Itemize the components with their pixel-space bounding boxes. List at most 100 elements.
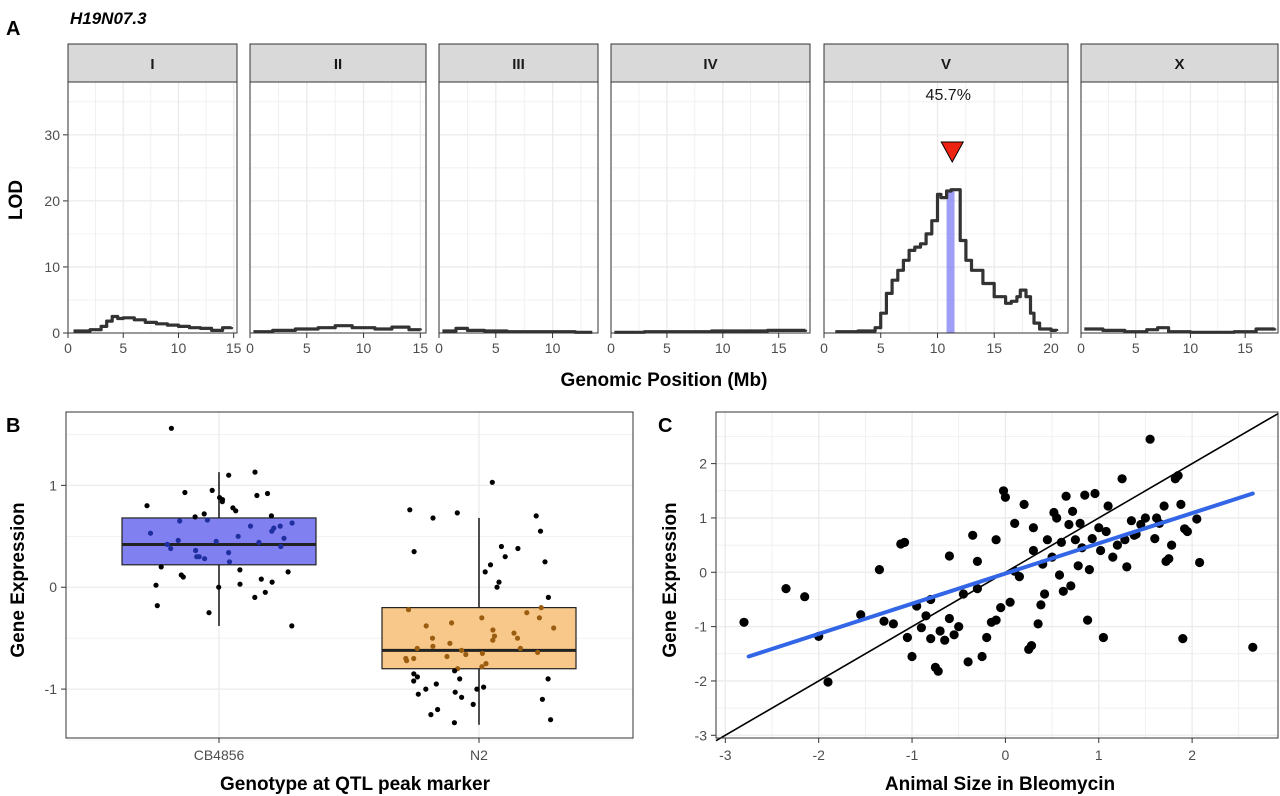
expression-point (452, 689, 458, 695)
facet-panel-bg (250, 82, 426, 333)
panel-b-xtick-label: N2 (470, 747, 488, 763)
scatter-point (1098, 632, 1108, 643)
scatter-point (958, 589, 969, 599)
scatter-point (1083, 615, 1093, 625)
scatter-point (1075, 518, 1085, 529)
expression-point (411, 655, 417, 662)
expression-point (535, 649, 541, 656)
panel-a-ytick-label: 20 (44, 193, 60, 209)
scatter-point (1005, 597, 1015, 607)
panel-c-scatter: -3 -2 -1 0 1 2 -3 -2 -1 0 1 2 (695, 411, 1279, 763)
scatter-point (1178, 634, 1188, 644)
panel-b-bg (66, 412, 633, 738)
scatter-point (963, 657, 973, 667)
panel-a-xtick-label: 20 (1043, 340, 1059, 356)
panel-c-xtick-label: -2 (812, 747, 825, 763)
expression-point (407, 507, 413, 513)
expression-point (154, 603, 160, 609)
expression-point (463, 651, 469, 658)
scatter-point (1068, 506, 1078, 516)
scatter-point (1084, 565, 1094, 575)
expression-point (180, 574, 186, 580)
regression-fit-line (746, 491, 1255, 659)
scatter-point (900, 537, 910, 548)
expression-point (258, 576, 264, 582)
expression-point (277, 523, 283, 529)
facet-strip-label: V (941, 56, 951, 73)
expression-point (226, 550, 232, 556)
scatter-point (1064, 519, 1074, 530)
expression-point (269, 528, 275, 534)
scatter-point (1117, 474, 1127, 484)
panel-b-border (65, 411, 634, 739)
expression-point (192, 514, 198, 520)
expression-point (281, 535, 287, 541)
scatter-point (1042, 535, 1052, 545)
scatter-point (856, 610, 866, 620)
panel-a-xtick-label: 5 (663, 340, 671, 356)
panel-c-ylabel: Gene Expression (660, 502, 681, 657)
panel-a-xtick-label: 10 (1183, 340, 1199, 356)
panel-a-ytick-label: 10 (44, 259, 60, 275)
expression-point (262, 589, 268, 595)
scatter-point (823, 677, 833, 687)
expression-point (489, 479, 495, 485)
expression-point (264, 490, 271, 497)
panel-a-xtick-label: 0 (1077, 340, 1085, 356)
panel-a-xtick-label: 5 (1132, 340, 1140, 356)
facet-strip (610, 43, 811, 83)
panel-b-ytick-label: 0 (49, 579, 57, 595)
expression-point (201, 511, 207, 517)
expression-point (430, 643, 436, 649)
scatter-point (944, 551, 955, 561)
expression-point (533, 513, 539, 519)
scatter-point (1080, 490, 1090, 500)
scatter-point (982, 632, 992, 643)
scatter-point (1058, 586, 1068, 596)
facet-panel-bg (824, 82, 1068, 333)
panel-a-lod-plot: 0 10 20 30 I 0 5 10 15 II 0 5 10 15 III 0 5 10 IV 0 5 10 15 V 45… (44, 43, 1279, 356)
expression-point (551, 625, 557, 631)
panel-a-xtick-label: 0 (820, 340, 828, 356)
scatter-point (1145, 434, 1155, 444)
panel-b-ytick-label: -1 (45, 681, 58, 697)
expression-point (452, 668, 458, 674)
peak-marker-triangle (940, 141, 965, 164)
scatter-point (991, 615, 1001, 625)
expression-point (269, 579, 275, 585)
expression-point (451, 720, 457, 726)
expression-point (490, 627, 496, 633)
panel-c-xlabel: Animal Size in Bleomycin (885, 774, 1115, 795)
expression-point (252, 594, 258, 601)
scatter-point (1094, 523, 1104, 533)
scatter-point (1056, 537, 1066, 548)
scatter-point (888, 619, 899, 629)
scatter-point (1103, 501, 1113, 511)
panel-c-xtick-label: 2 (1188, 747, 1196, 763)
expression-point (204, 517, 210, 523)
expression-point (168, 425, 174, 431)
confidence-interval-bar (946, 189, 955, 333)
expression-point (474, 686, 480, 692)
panel-b-xtick-label: CB4856 (194, 747, 245, 763)
scatter-point (1126, 516, 1136, 526)
panel-a-xtick-label: 15 (1237, 340, 1253, 356)
expression-point (496, 579, 502, 585)
expression-point (289, 520, 295, 526)
expression-point (278, 543, 284, 550)
facet-strip (1080, 43, 1279, 83)
scatter-point (1176, 499, 1186, 509)
expression-point (411, 549, 417, 555)
scatter-point (1026, 641, 1037, 651)
lod-trace-IV (614, 328, 808, 334)
expression-point (459, 647, 465, 654)
panel-a-title: H19N07.3 (70, 9, 147, 28)
scatter-point (972, 556, 983, 567)
expression-point (514, 635, 521, 641)
facet-strip-label: II (334, 56, 342, 73)
expression-point (481, 684, 487, 690)
facet-strip-label: IV (703, 56, 717, 73)
expression-point (206, 610, 212, 616)
scatter-point (879, 616, 889, 626)
expression-point (404, 658, 410, 664)
